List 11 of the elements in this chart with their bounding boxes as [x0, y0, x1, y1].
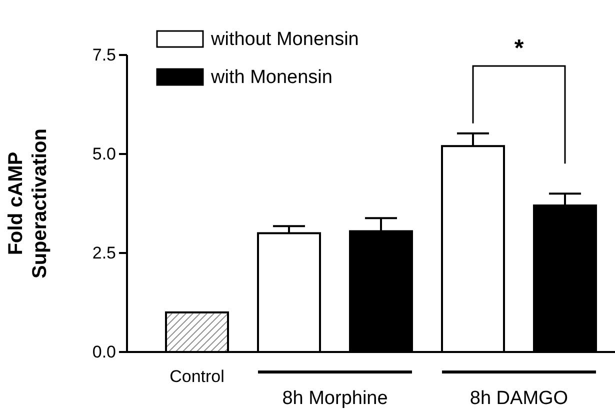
x-tick-label: 8h DAMGO [470, 388, 568, 409]
annotation: * [514, 35, 524, 62]
y-tick-label: 5.0 [92, 144, 116, 164]
legend-label: with Monensin [210, 67, 332, 88]
x-tick-label: 8h Morphine [282, 388, 388, 409]
legend-label: without Monensin [210, 29, 359, 50]
x-tick-label: Control [170, 367, 224, 386]
y-tick-label: 2.5 [92, 243, 116, 262]
y-tick-label: 0.0 [92, 342, 116, 362]
y-tick-label: 7.5 [92, 45, 116, 64]
y-axis-title: Fold cAMP Superactivation [5, 128, 51, 279]
